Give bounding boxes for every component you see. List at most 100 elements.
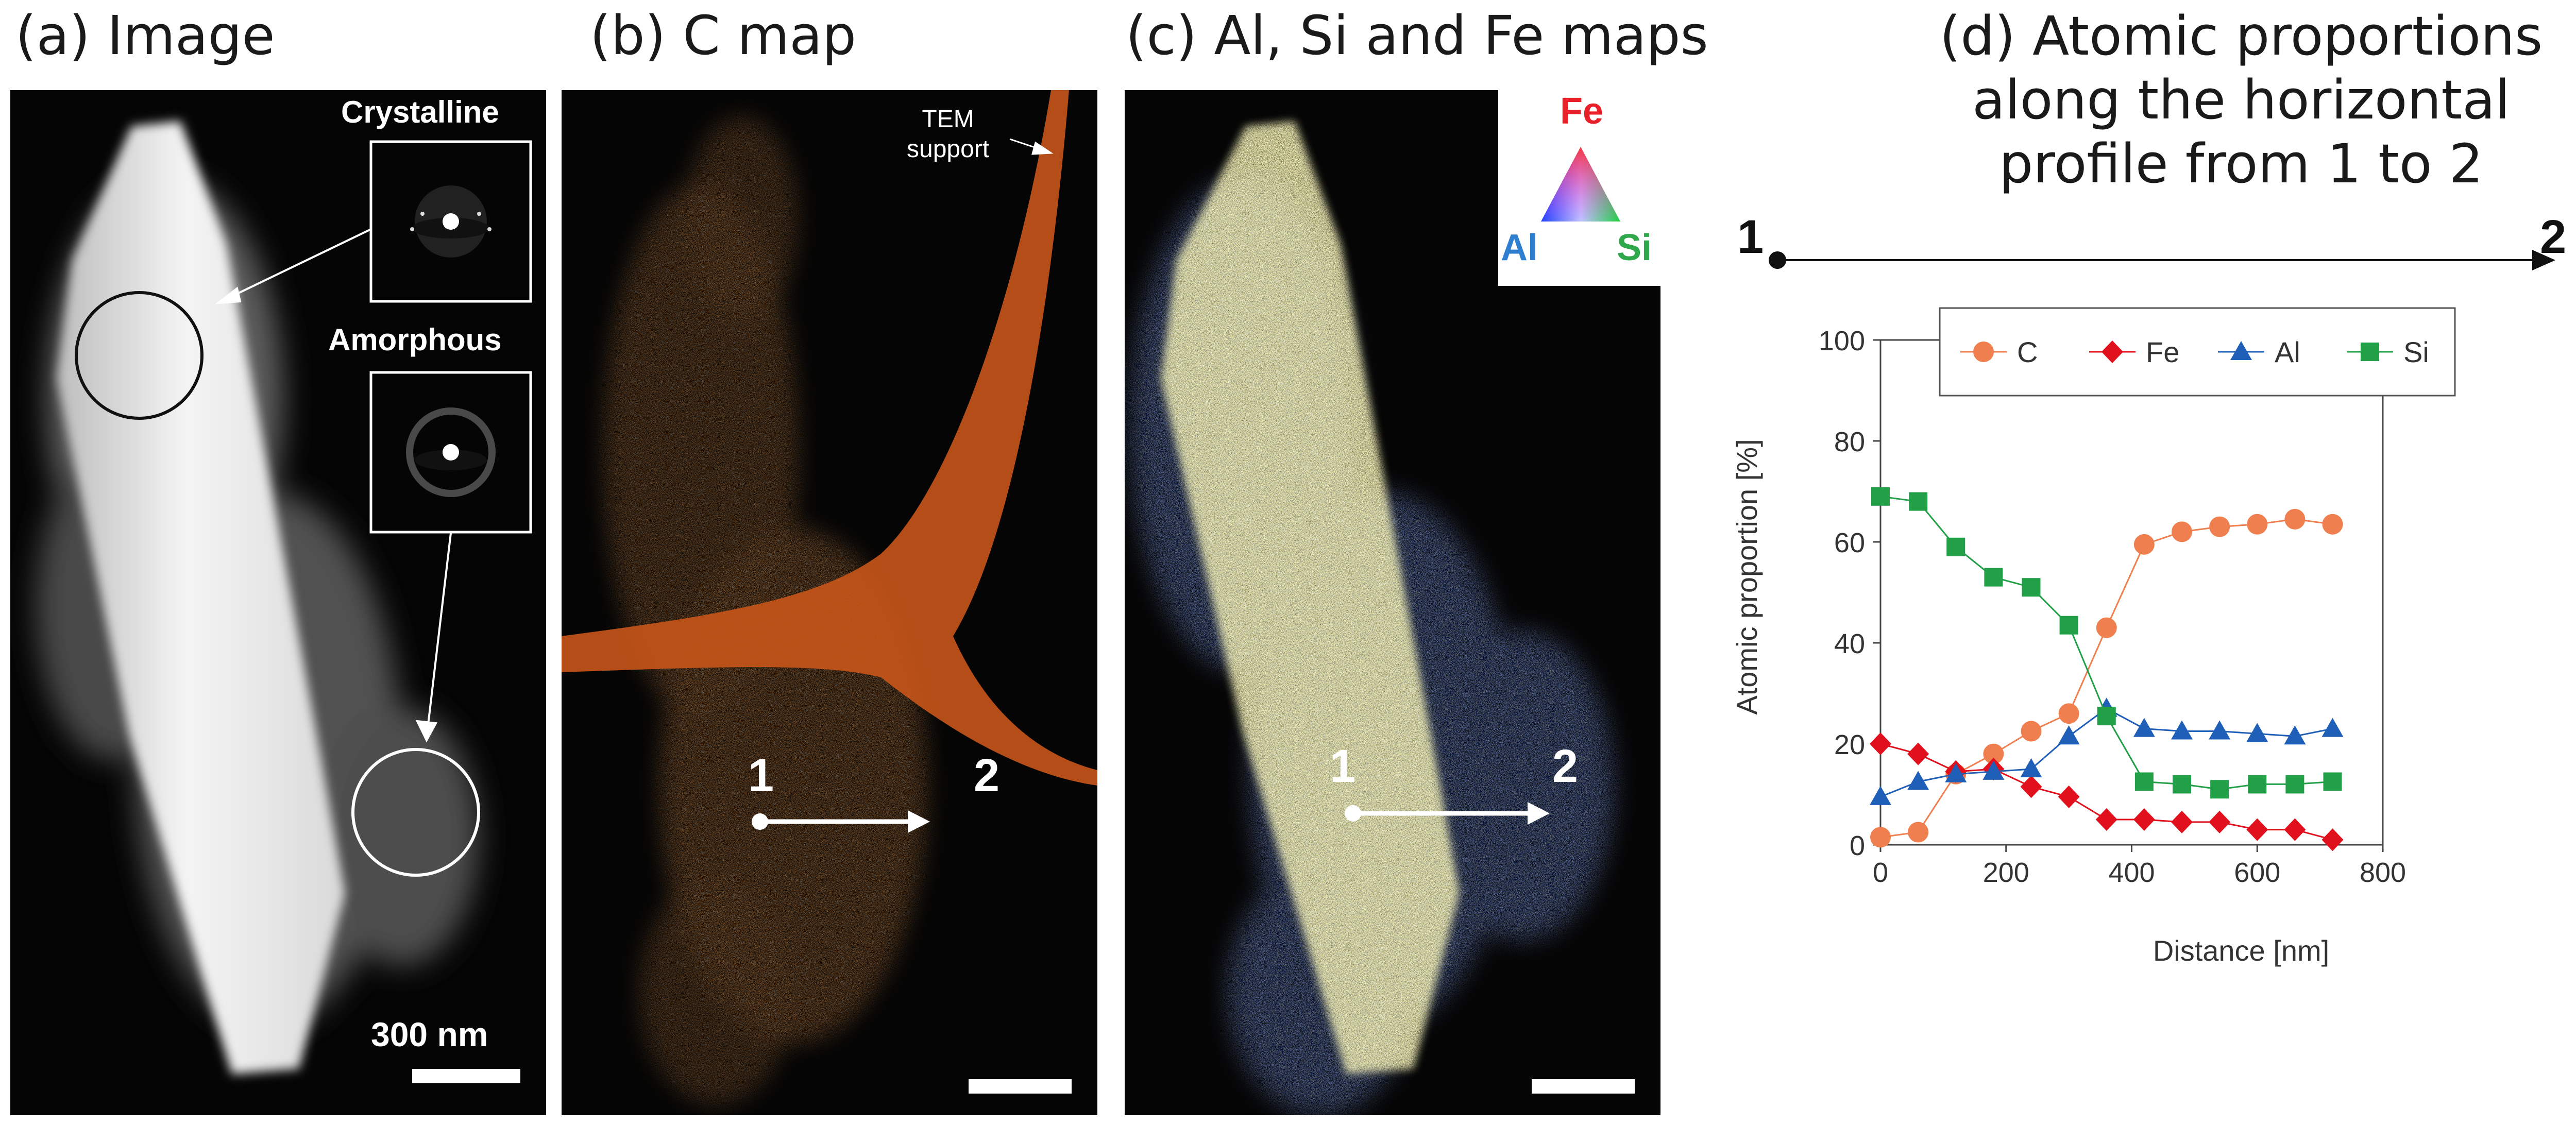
chart-ylabel: Atomic proportion [%] (1731, 439, 1763, 714)
x-tick-label-800: 800 (2360, 857, 2406, 888)
support-arrow (1009, 138, 1054, 155)
point-fe-6 (2095, 808, 2117, 831)
point-si-7 (2134, 772, 2154, 791)
point-al-9 (2209, 720, 2231, 740)
amorphous-label: Amorphous (328, 322, 502, 357)
point-si-12 (2323, 772, 2342, 791)
point-si-2 (1946, 537, 1965, 556)
legend-marker-c (1973, 342, 1994, 362)
y-tick-label-80: 80 (1834, 427, 1865, 457)
point-1-b: 1 (748, 750, 774, 802)
profile-start-label: 1 (1737, 211, 1764, 263)
panel-b-title: (b) C map (590, 4, 856, 67)
point-al-12 (2321, 718, 2344, 737)
scale-bar-b (969, 1079, 1072, 1094)
y-tick-label-40: 40 (1834, 628, 1865, 659)
point-2-b: 2 (974, 750, 1000, 802)
point-si-3 (1984, 568, 2003, 587)
amorphous-arrow (415, 533, 452, 743)
point-c-4 (2021, 721, 2042, 742)
point-al-8 (2171, 720, 2193, 740)
profile-arrow-b (752, 810, 930, 833)
point-si-1 (1909, 492, 1928, 511)
point-si-10 (2248, 775, 2267, 794)
panel-d-title: (d) Atomic proportions along the horizon… (1917, 4, 2566, 196)
point-al-11 (2284, 725, 2306, 745)
legend-si: Si (1617, 227, 1652, 268)
crystalline-arrow (215, 228, 371, 304)
legend-al: Al (1501, 227, 1538, 268)
atomic-proportion-chart: 0 20 40 60 80 100 0 200 400 600 800 C Fe Al Si Atomic … (1731, 307, 2456, 967)
point-fe-7 (2133, 808, 2155, 831)
point-c-10 (2247, 514, 2268, 535)
panel-d-title-line1: (d) Atomic proportions (1939, 5, 2543, 67)
point-si-11 (2285, 775, 2304, 794)
point-c-9 (2209, 516, 2230, 537)
point-c-5 (2058, 703, 2079, 724)
color-legend (1498, 90, 1660, 286)
y-tick-label-20: 20 (1834, 729, 1865, 760)
saed-inset-crystalline (369, 140, 532, 303)
point-al-3 (1982, 760, 2005, 780)
tem-support-film (562, 90, 1097, 786)
point-al-2 (1945, 763, 1967, 782)
point-si-5 (2059, 616, 2078, 635)
amorphous-region-circle (351, 748, 480, 877)
tem-image (36, 121, 532, 1083)
x-tick-label-0: 0 (1873, 857, 1888, 888)
panel-d-title-line2: along the horizontal (1972, 69, 2510, 131)
y-tick-label-100: 100 (1819, 326, 1865, 356)
point-al-0 (1870, 786, 1891, 805)
point-si-9 (2210, 780, 2229, 799)
crystalline-region-circle (75, 291, 204, 420)
panel-a-title: (a) Image (15, 4, 275, 67)
panel-c-elemental-map: Fe Al Si 1 2 (1125, 90, 1660, 1115)
point-c-12 (2322, 514, 2343, 535)
point-al-7 (2133, 718, 2155, 737)
point-si-4 (2022, 578, 2041, 597)
support-label: TEM support (907, 105, 989, 164)
point-c-8 (2172, 521, 2192, 542)
support-label-line1: TEM (922, 106, 974, 133)
point-fe-5 (2058, 785, 2080, 808)
point-fe-9 (2209, 810, 2231, 833)
panel-b-carbon-map: TEM support 1 2 (562, 90, 1097, 1115)
chart-xlabel: Distance [nm] (2153, 934, 2329, 967)
point-fe-11 (2284, 818, 2306, 841)
point-fe-4 (2020, 775, 2042, 798)
legend-label-fe: Fe (2146, 336, 2179, 368)
point-c-0 (1870, 827, 1891, 848)
legend-fe: Fe (1560, 91, 1604, 132)
scale-bar-label: 300 nm (371, 1015, 488, 1053)
carbon-map (562, 90, 1097, 1115)
y-tick-label-0: 0 (1850, 830, 1865, 861)
legend-label-al: Al (2275, 336, 2300, 368)
legend-marker-al (2230, 341, 2252, 360)
panel-c-title: (c) Al, Si and Fe maps (1126, 4, 1708, 67)
point-fe-8 (2171, 810, 2193, 833)
panel-d-title-line3: profile from 1 to 2 (1999, 132, 2483, 195)
point-al-5 (2058, 725, 2080, 745)
point-fe-12 (2321, 828, 2344, 851)
legend-label-c: C (2017, 336, 2038, 368)
point-fe-10 (2246, 818, 2268, 841)
y-tick-label-60: 60 (1834, 527, 1865, 558)
point-c-3 (1983, 743, 2004, 764)
crystalline-rod (57, 121, 345, 1074)
panel-a-image: Crystalline Amorphous 300 nm (10, 90, 546, 1115)
saed-inset-amorphous (369, 371, 532, 534)
point-2-c: 2 (1552, 741, 1579, 792)
point-c-1 (1908, 822, 1929, 843)
elemental-map (1125, 90, 1660, 1115)
point-1-c: 1 (1330, 741, 1356, 792)
scale-bar (412, 1069, 520, 1083)
point-si-6 (2097, 707, 2116, 726)
profile-arrow-c (1345, 802, 1550, 825)
point-c-11 (2284, 508, 2306, 530)
point-al-1 (1907, 771, 1929, 790)
legend-label-si: Si (2403, 336, 2429, 368)
point-al-4 (2020, 758, 2042, 777)
profile-direction (1769, 250, 2555, 270)
profile-end-label: 2 (2540, 211, 2567, 263)
legend-marker-si (2361, 343, 2379, 361)
